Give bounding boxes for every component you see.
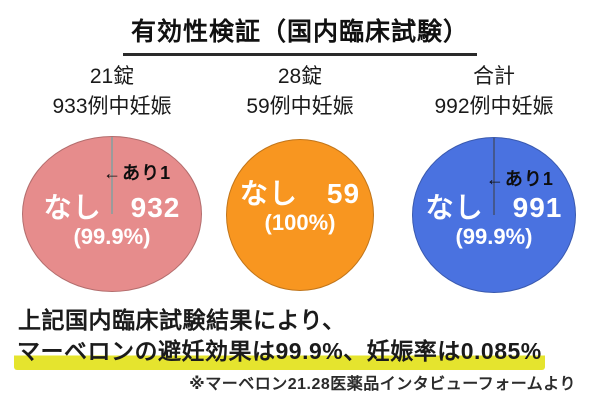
pie3-heading: 合計 992例中妊娠	[394, 62, 594, 123]
conclusion-line1: 上記国内臨床試験結果により、	[18, 307, 346, 333]
pie2-center-text: なし 59 (100%)	[227, 140, 373, 290]
pie1-heading: 21錠 933例中妊娠	[12, 62, 212, 123]
pie1-heading-line2: 933例中妊娠	[52, 95, 172, 119]
pie1-heading-line1: 21錠	[89, 65, 135, 88]
title-wrap: 有効性検証（国内臨床試験）	[0, 12, 600, 56]
pie3-percent-value: (99.9%)	[455, 224, 533, 250]
pie1-main-value: なし 932	[43, 192, 181, 224]
conclusion-line2: マーベロンの避妊効果は99.9%、妊娠率は0.085%	[14, 332, 545, 370]
pie1-ari-slice-line	[111, 137, 113, 214]
source-note: ※マーベロン21.28医薬品インタビューフォームより	[189, 376, 576, 393]
pie2-heading-line2: 59例中妊娠	[246, 95, 354, 119]
pie-chart-total: ←あり1 なし 991 (99.9%)	[412, 137, 576, 293]
pie3-heading-line1: 合計	[473, 65, 515, 88]
pie2-heading: 28錠 59例中妊娠	[200, 62, 400, 123]
pie-chart-28tab: なし 59 (100%)	[226, 139, 374, 291]
highlighted-conclusion-text: マーベロンの避妊効果は99.9%、妊娠率は0.085%	[14, 338, 545, 370]
pie1-center-text: なし 932 (99.9%)	[23, 137, 201, 291]
pie1-ari-annotation: ←あり1	[103, 163, 172, 183]
pie3-main-value: なし 991	[425, 192, 563, 224]
pie3-ari-slice-line	[493, 138, 495, 215]
pie3-center-text: なし 991 (99.9%)	[413, 138, 575, 292]
pie2-heading-line1: 28錠	[277, 65, 323, 88]
pie3-heading-line2: 992例中妊娠	[434, 95, 554, 119]
pie-chart-21tab: ←あり1 なし 932 (99.9%)	[22, 136, 202, 292]
pie2-percent-value: (100%)	[264, 210, 336, 236]
pie2-main-value: なし 59	[239, 178, 361, 210]
page-title: 有効性検証（国内臨床試験）	[122, 12, 477, 56]
pie3-ari-annotation: ←あり1	[485, 169, 554, 189]
pie1-percent-value: (99.9%)	[73, 224, 151, 250]
